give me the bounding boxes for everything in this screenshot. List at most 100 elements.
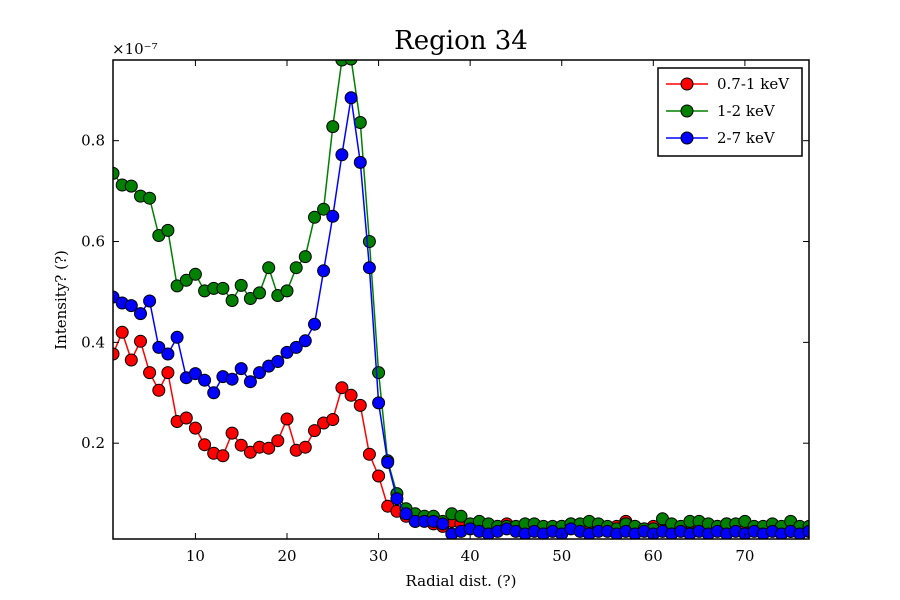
series-1-point — [308, 424, 321, 438]
x-tick-label: 60 — [644, 547, 663, 565]
series-1-point — [113, 347, 120, 361]
y-tick-label: 0.4 — [81, 333, 105, 351]
series-1-point — [372, 469, 386, 483]
series-3-point — [289, 340, 303, 354]
series-2-point — [372, 366, 386, 380]
series-3-point — [335, 148, 349, 162]
series-1-point — [225, 426, 239, 440]
series-1-point — [179, 411, 193, 425]
series-3-point — [243, 375, 257, 389]
series-1-point — [280, 412, 294, 426]
series-2-point — [280, 284, 294, 298]
series-1-point — [271, 434, 285, 448]
series-3-point — [344, 91, 358, 105]
series-3-point — [188, 367, 202, 381]
series-2-point — [289, 261, 303, 275]
x-tick-label: 10 — [186, 547, 205, 565]
series-3-point — [326, 209, 340, 223]
series-2-point — [326, 120, 340, 134]
y-tick-label: 0.8 — [81, 132, 105, 150]
series-3-point — [134, 307, 147, 321]
series-1-point — [161, 366, 175, 380]
series-3-point — [234, 362, 248, 376]
legend-marker — [680, 104, 694, 118]
series-1-point — [143, 366, 157, 380]
series-3-point — [198, 373, 212, 387]
y-axis: 0.2 0.4 0.6 0.8 — [81, 132, 809, 452]
series-2-point — [161, 223, 175, 237]
series-1-point — [152, 383, 166, 397]
series-3-point — [143, 294, 157, 308]
y-axis-label: Intensity? (?) — [52, 250, 70, 350]
legend-label: 2-7 keV — [717, 129, 776, 147]
x-axis: 10 20 30 40 50 60 70 — [186, 60, 754, 565]
series-1-point — [362, 447, 376, 461]
series-1-point — [326, 413, 340, 426]
series-2-point — [216, 281, 230, 295]
series-3-point — [207, 386, 221, 400]
series-1-point — [124, 353, 138, 367]
series-1-point — [134, 334, 147, 348]
series-3-point — [253, 366, 266, 380]
series-2-point — [179, 273, 193, 287]
series-3-point — [161, 347, 175, 361]
series-2-point — [253, 286, 266, 300]
series-3-point — [271, 355, 285, 368]
series-3-line — [113, 97, 809, 535]
series-1-point — [115, 325, 129, 339]
series-3-point — [225, 372, 239, 386]
legend-item: 1-2 keV — [666, 102, 776, 120]
series-3-point — [372, 396, 386, 410]
legend-label: 0.7-1 keV — [717, 75, 790, 93]
y-tick-label: 0.6 — [81, 233, 105, 251]
plot-frame — [112, 59, 810, 540]
series-3-point — [381, 455, 395, 469]
series-2-point — [308, 210, 321, 224]
series-3-point — [390, 492, 404, 506]
series-3-point — [152, 340, 166, 354]
x-tick-label: 50 — [552, 547, 571, 565]
legend-item: 2-7 keV — [666, 129, 776, 147]
series-1-point — [216, 449, 230, 463]
series-2-point — [454, 509, 468, 523]
series-3-point — [317, 264, 331, 278]
series-3-point — [353, 155, 367, 169]
series-2-point — [335, 60, 349, 67]
series-3-point — [362, 261, 376, 275]
series-1-point — [344, 388, 358, 402]
legend-marker — [680, 131, 694, 145]
series-3-point — [308, 317, 321, 331]
x-tick-label: 30 — [369, 547, 388, 565]
series-2-point — [344, 60, 358, 66]
series-1-point — [353, 398, 367, 412]
legend-item: 0.7-1 keV — [666, 75, 790, 93]
legend: 0.7-1 keV 1-2 keV 2-7 keV — [657, 67, 803, 157]
series-layer — [113, 60, 809, 539]
series-2-point — [113, 166, 120, 180]
series-3-point — [399, 507, 413, 521]
x-axis-label: Radial dist. (?) — [406, 572, 517, 590]
series-2-point — [225, 294, 239, 307]
series-2-point — [262, 261, 276, 275]
series-1-point — [335, 381, 349, 395]
series-1-point — [198, 438, 212, 452]
series-3-point — [124, 299, 138, 313]
series-1-point — [298, 440, 312, 454]
series-2-point — [234, 278, 248, 292]
series-1-point — [234, 438, 248, 452]
series-1-line — [113, 330, 809, 533]
y-tick-label: 0.2 — [81, 434, 105, 452]
series-3-point — [298, 334, 312, 348]
series-1-point — [188, 421, 202, 435]
legend-marker — [680, 77, 694, 91]
series-3-point — [802, 524, 809, 538]
series-3-point — [170, 330, 184, 344]
series-1-point — [262, 441, 276, 455]
x-tick-label: 70 — [735, 547, 754, 565]
series-3-point — [436, 517, 450, 531]
series-2-point — [362, 235, 376, 248]
x-tick-label: 40 — [461, 547, 480, 565]
series-2-point — [317, 202, 331, 216]
series-2-point — [124, 179, 138, 193]
